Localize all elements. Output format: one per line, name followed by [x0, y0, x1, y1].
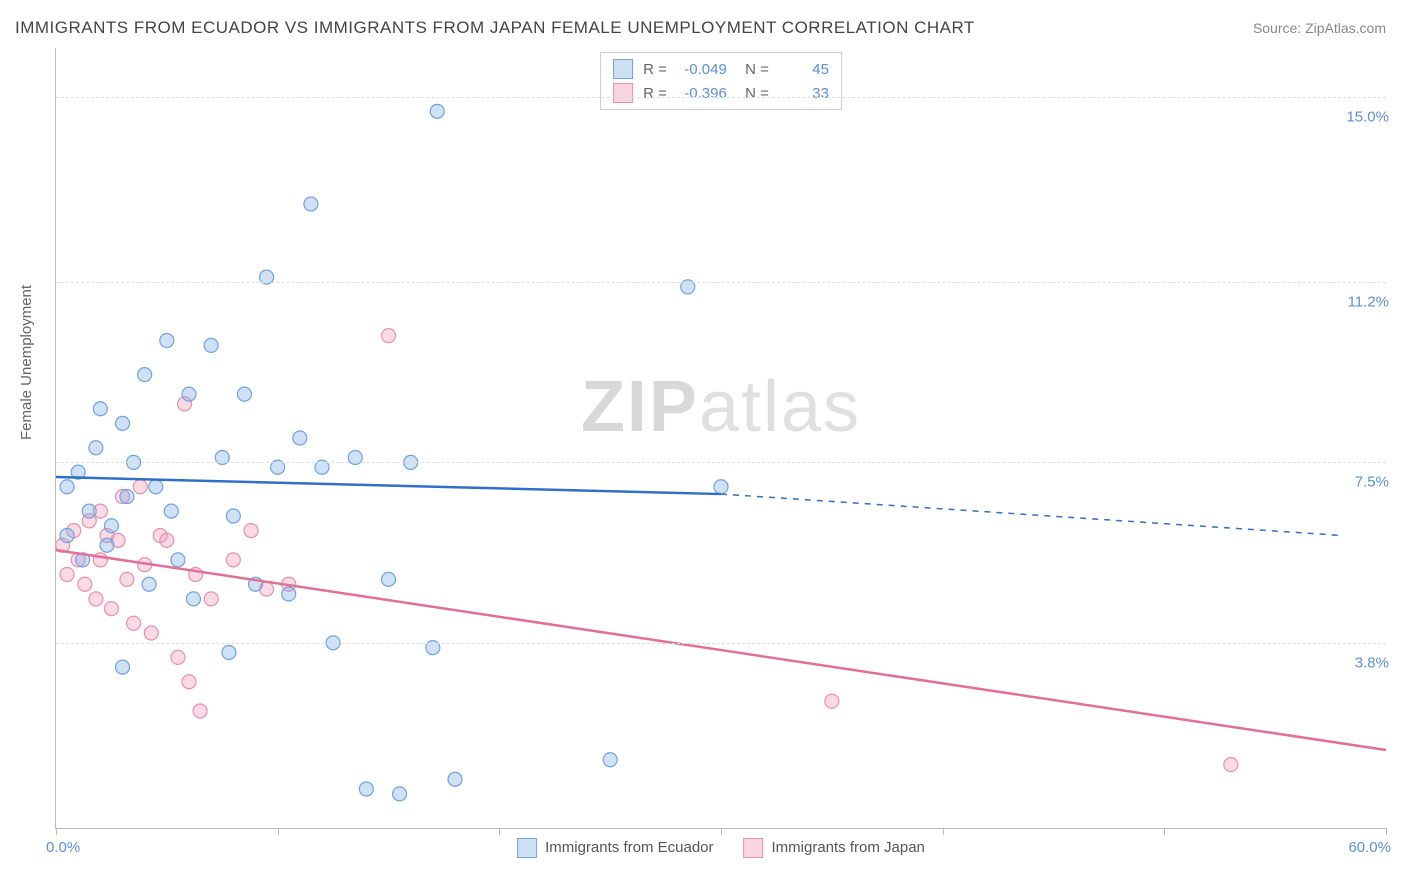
scatter-point — [142, 577, 156, 591]
stats-legend: R = -0.049 N = 45 R = -0.396 N = 33 — [600, 52, 842, 110]
scatter-point — [100, 538, 114, 552]
scatter-point — [89, 592, 103, 606]
y-tick-label: 15.0% — [1340, 108, 1389, 125]
scatter-point — [60, 568, 74, 582]
scatter-point — [222, 646, 236, 660]
x-tick — [499, 828, 500, 835]
scatter-point — [182, 387, 196, 401]
scatter-point — [120, 572, 134, 586]
scatter-point — [393, 787, 407, 801]
scatter-point — [182, 675, 196, 689]
scatter-point — [171, 553, 185, 567]
legend-label-1: Immigrants from Japan — [772, 839, 925, 856]
legend-swatch-0 — [517, 838, 537, 858]
scatter-point — [82, 504, 96, 518]
y-tick-label: 7.5% — [1349, 474, 1389, 491]
scatter-point — [226, 509, 240, 523]
scatter-point — [825, 694, 839, 708]
trend-line-extrapolated — [721, 494, 1342, 535]
stats-row-1: R = -0.396 N = 33 — [613, 81, 829, 105]
scatter-point — [133, 480, 147, 494]
x-tick — [943, 828, 944, 835]
scatter-point — [93, 402, 107, 416]
scatter-point — [282, 587, 296, 601]
scatter-point — [304, 197, 318, 211]
scatter-point — [104, 519, 118, 533]
scatter-point — [237, 387, 251, 401]
scatter-point — [293, 431, 307, 445]
scatter-point — [160, 533, 174, 547]
scatter-point — [149, 480, 163, 494]
scatter-point — [244, 524, 258, 538]
gridline — [56, 282, 1386, 283]
scatter-point — [116, 416, 130, 430]
stat-n-label: N = — [737, 85, 769, 102]
legend-label-0: Immigrants from Ecuador — [545, 839, 713, 856]
scatter-point — [448, 772, 462, 786]
y-axis-title: Female Unemployment — [18, 285, 35, 440]
scatter-point — [430, 104, 444, 118]
chart-svg — [56, 48, 1386, 828]
scatter-point — [116, 660, 130, 674]
gridline — [56, 97, 1386, 98]
bottom-legend: Immigrants from Ecuador Immigrants from … — [517, 838, 925, 858]
scatter-point — [226, 553, 240, 567]
x-max-label: 60.0% — [1348, 839, 1391, 856]
scatter-point — [138, 368, 152, 382]
scatter-point — [89, 441, 103, 455]
legend-item-0: Immigrants from Ecuador — [517, 838, 713, 858]
stats-swatch-1 — [613, 83, 633, 103]
scatter-point — [164, 504, 178, 518]
stat-r-1: -0.396 — [677, 85, 727, 102]
scatter-point — [104, 602, 118, 616]
x-tick — [1386, 828, 1387, 835]
scatter-point — [78, 577, 92, 591]
stat-r-label: R = — [643, 85, 667, 102]
scatter-point — [382, 572, 396, 586]
scatter-point — [603, 753, 617, 767]
gridline — [56, 462, 1386, 463]
plot-area: ZIPatlas R = -0.049 N = 45 R = -0.396 N … — [55, 48, 1386, 829]
x-tick — [1164, 828, 1165, 835]
y-tick-label: 11.2% — [1342, 294, 1389, 311]
stat-r-0: -0.049 — [677, 61, 727, 78]
x-tick — [721, 828, 722, 835]
scatter-point — [204, 592, 218, 606]
x-tick — [56, 828, 57, 835]
y-tick-label: 3.8% — [1349, 654, 1389, 671]
scatter-point — [120, 490, 134, 504]
legend-item-1: Immigrants from Japan — [744, 838, 925, 858]
stat-n-1: 33 — [779, 85, 829, 102]
scatter-point — [714, 480, 728, 494]
scatter-point — [1224, 758, 1238, 772]
trend-line — [56, 550, 1386, 750]
scatter-point — [60, 529, 74, 543]
legend-swatch-1 — [744, 838, 764, 858]
stats-row-0: R = -0.049 N = 45 — [613, 57, 829, 81]
scatter-point — [144, 626, 158, 640]
scatter-point — [186, 592, 200, 606]
stats-swatch-0 — [613, 59, 633, 79]
chart-title: IMMIGRANTS FROM ECUADOR VS IMMIGRANTS FR… — [15, 18, 975, 38]
scatter-point — [193, 704, 207, 718]
scatter-point — [204, 338, 218, 352]
stat-r-label: R = — [643, 61, 667, 78]
stat-n-label: N = — [737, 61, 769, 78]
x-tick — [278, 828, 279, 835]
scatter-point — [160, 334, 174, 348]
stat-n-0: 45 — [779, 61, 829, 78]
x-min-label: 0.0% — [46, 839, 80, 856]
scatter-point — [171, 650, 185, 664]
scatter-point — [60, 480, 74, 494]
scatter-point — [359, 782, 373, 796]
source-label: Source: ZipAtlas.com — [1253, 20, 1386, 36]
scatter-point — [127, 616, 141, 630]
gridline — [56, 643, 1386, 644]
scatter-point — [382, 329, 396, 343]
